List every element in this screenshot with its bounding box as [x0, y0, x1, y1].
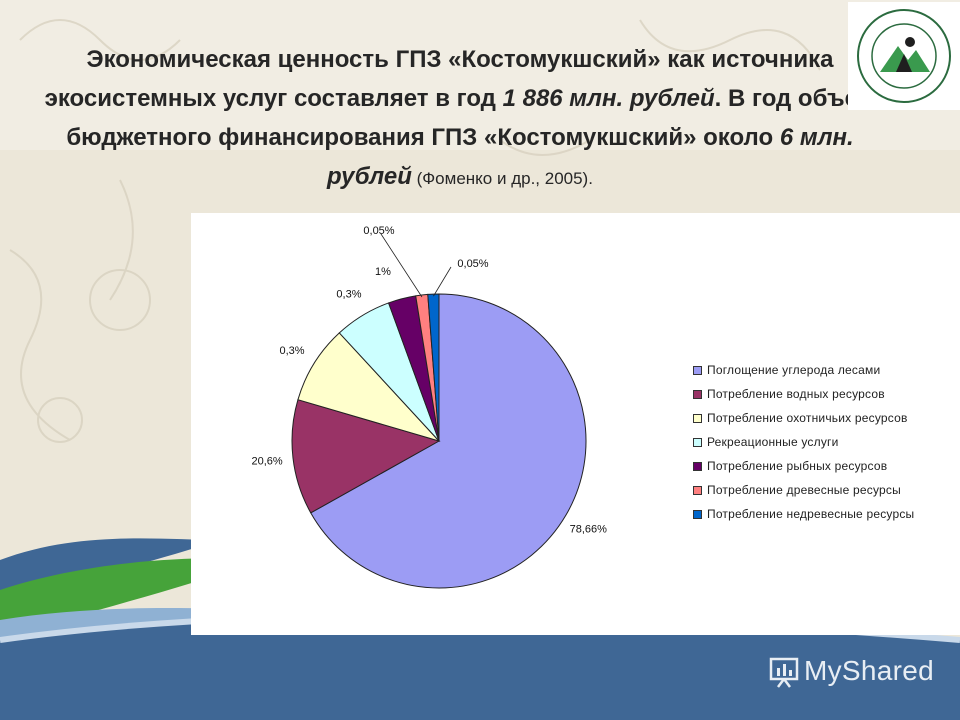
watermark: MyShared: [768, 654, 934, 688]
legend-swatch-2: [693, 413, 702, 423]
legend-label-3: Рекреационные услуги: [707, 435, 839, 449]
slide-title: Экономическая ценность ГПЗ «Костомукшски…: [40, 40, 880, 198]
legend-swatch-1: [693, 389, 702, 399]
legend-label-4: Потребление рыбных ресурсов: [707, 459, 888, 473]
legend-item-5: Потребление древесные ресурсы: [693, 478, 953, 502]
title-value-annual-worth: 1 886 млн. рублей: [502, 85, 715, 112]
leader-line-6: [433, 266, 452, 297]
legend-item-2: Потребление охотничьих ресурсов: [693, 406, 953, 430]
pie-chart: 78,66% 20,6% 0,3% 0,3% 1% 0,05% 0,05%: [251, 225, 608, 589]
legend-label-6: Потребление недревесные ресурсы: [707, 507, 915, 521]
legend-item-0: Поглощение углерода лесами: [693, 358, 953, 382]
title-text-part1: Экономическая ценность ГПЗ «Костомукшски…: [44, 46, 834, 112]
reserve-logo-emblem: [857, 9, 951, 103]
watermark-text: MyShared: [804, 655, 935, 686]
legend-swatch-4: [693, 461, 702, 471]
legend-item-6: Потребление недревесные ресурсы: [693, 502, 953, 526]
chart-panel: 78,66% 20,6% 0,3% 0,3% 1% 0,05% 0,05% Поглощен…: [191, 213, 960, 635]
title-value-budget: 6 млн. рублей: [327, 124, 854, 190]
pie-slice-0: [310, 293, 587, 589]
slice-label-0: 78,66%: [570, 523, 608, 535]
legend-label-5: Потребление древесные ресурсы: [707, 483, 901, 497]
slice-label-4: 1%: [375, 266, 391, 278]
legend-item-1: Потребление водных ресурсов: [693, 382, 953, 406]
legend-label-1: Потребление водных ресурсов: [707, 387, 885, 401]
legend-item-4: Потребление рыбных ресурсов: [693, 454, 953, 478]
legend-item-3: Рекреационные услуги: [693, 430, 953, 454]
slice-label-3: 0,3%: [336, 288, 361, 300]
legend-swatch-3: [693, 437, 702, 447]
title-citation: (Фоменко и др., 2005).: [411, 169, 593, 188]
pie-slice-1: [291, 399, 441, 514]
pie-slice-6: [427, 293, 440, 442]
slice-label-1: 20,6%: [251, 456, 282, 468]
legend-label-2: Потребление охотничьих ресурсов: [707, 411, 908, 425]
leader-line-5: [380, 233, 423, 298]
legend-label-0: Поглощение углерода лесами: [707, 363, 881, 377]
legend-swatch-0: [693, 365, 702, 375]
legend-swatch-5: [693, 485, 702, 495]
slice-label-5: 0,05%: [363, 225, 394, 237]
reserve-logo: [848, 2, 960, 110]
chart-legend: Поглощение углерода лесами Потребление во…: [693, 358, 953, 526]
legend-swatch-6: [693, 509, 702, 519]
presentation-icon: [769, 657, 799, 688]
slice-label-6: 0,05%: [457, 258, 488, 270]
slice-label-2: 0,3%: [279, 345, 304, 357]
